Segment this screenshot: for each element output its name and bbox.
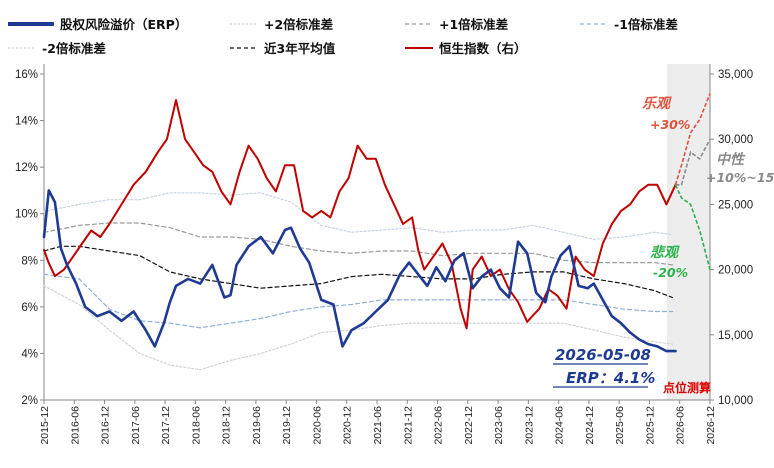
x-tick-label: 2017-12 — [160, 406, 172, 445]
x-tick-label: 2022-06 — [433, 406, 445, 445]
y-left-tick-label: 6% — [21, 302, 38, 314]
y-right-tick-label: 15,000 — [718, 330, 753, 342]
x-tick-label: 2020-06 — [311, 406, 323, 445]
forecast-band — [667, 64, 710, 400]
y-left-tick-label: 14% — [15, 116, 38, 128]
x-tick-label: 2024-06 — [554, 406, 566, 445]
scenario-change-2: -20% — [653, 265, 688, 280]
x-tick-label: 2022-12 — [463, 406, 475, 445]
series-line-p2 — [43, 192, 674, 240]
y-left-tick-label: 12% — [15, 162, 38, 174]
series-line-erp — [42, 189, 677, 353]
x-tick-label: 2020-12 — [342, 406, 354, 445]
scenario-line-0 — [674, 93, 711, 186]
y-left-tick-label: 2% — [21, 395, 38, 407]
x-tick-label: 2023-12 — [523, 406, 535, 445]
series-line-avg — [43, 245, 674, 299]
legend-label-hsi: 恒生指数（右） — [439, 41, 527, 56]
y-right-tick-label: 25,000 — [718, 199, 753, 211]
legend-label-m2: -2倍标准差 — [42, 41, 106, 56]
legend-label-m1: -1倍标准差 — [614, 17, 678, 32]
legend: 股权风险溢价（ERP） +2倍标准差 +1倍标准差 -1倍标准差 -2倍标准差 近3年平均… — [8, 17, 678, 56]
x-tick-label: 2023-06 — [493, 406, 505, 445]
scenario-label-1: 中性 — [716, 151, 746, 168]
x-tick-label: 2016-06 — [69, 406, 81, 445]
annotation-erp: ERP：4.1% — [566, 369, 655, 387]
series-line-m2 — [43, 285, 674, 371]
y-left-tick-label: 16% — [15, 69, 38, 81]
scenario-change-0: +30% — [650, 117, 690, 132]
legend-label-p2: +2倍标准差 — [264, 17, 333, 32]
y-left-tick-label: 4% — [21, 348, 38, 360]
x-tick-label: 2019-06 — [251, 406, 263, 445]
legend-label-erp: 股权风险溢价（ERP） — [60, 17, 187, 32]
x-tick-label: 2019-12 — [281, 406, 293, 445]
x-tick-label: 2016-12 — [100, 406, 112, 445]
x-tick-label: 2024-12 — [584, 406, 596, 445]
series-line-m1 — [43, 273, 674, 329]
series-line-hsi — [43, 99, 677, 330]
scenario-line-1 — [675, 138, 711, 186]
legend-label-avg: 近3年平均值 — [264, 41, 336, 56]
x-tick-label: 2015-12 — [39, 406, 51, 445]
axes: 2% 4% 6% 8% 10% 12% 14% 16% 10,000 15,000 20,000 25… — [15, 64, 753, 445]
y-left-tick-label: 10% — [15, 209, 38, 221]
scenario-label-2: 悲观 — [650, 244, 680, 261]
scenario-line-2 — [674, 184, 711, 270]
annotation-date: 2026-05-08 — [555, 346, 651, 364]
x-tick-label: 2021-06 — [372, 406, 384, 445]
y-right-tick-label: 30,000 — [718, 134, 753, 146]
x-tick-label: 2025-12 — [644, 406, 656, 445]
x-tick-label: 2018-06 — [190, 406, 202, 445]
y-right-tick-label: 35,000 — [718, 69, 753, 81]
x-tick-label: 2026-06 — [675, 406, 687, 445]
y-left-tick-label: 8% — [21, 255, 38, 267]
x-tick-label: 2021-12 — [402, 406, 414, 445]
x-tick-label: 2017-06 — [130, 406, 142, 445]
scenario-change-1: +10%~15% — [706, 170, 774, 185]
scenario-layer: 乐观 +30% 中性 +10%~15% 悲观 -20% — [642, 93, 774, 280]
x-tick-label: 2018-12 — [221, 406, 233, 445]
y-right-tick-label: 10,000 — [718, 395, 753, 407]
y-right-tick-label: 20,000 — [718, 265, 753, 277]
x-tick-label: 2025-06 — [614, 406, 626, 445]
legend-label-p1: +1倍标准差 — [439, 17, 508, 32]
series-layer — [42, 99, 677, 371]
annotation-forecast: 点位测算 — [663, 380, 711, 395]
x-tick-label: 2026-12 — [705, 406, 717, 445]
scenario-label-0: 乐观 — [642, 96, 672, 112]
